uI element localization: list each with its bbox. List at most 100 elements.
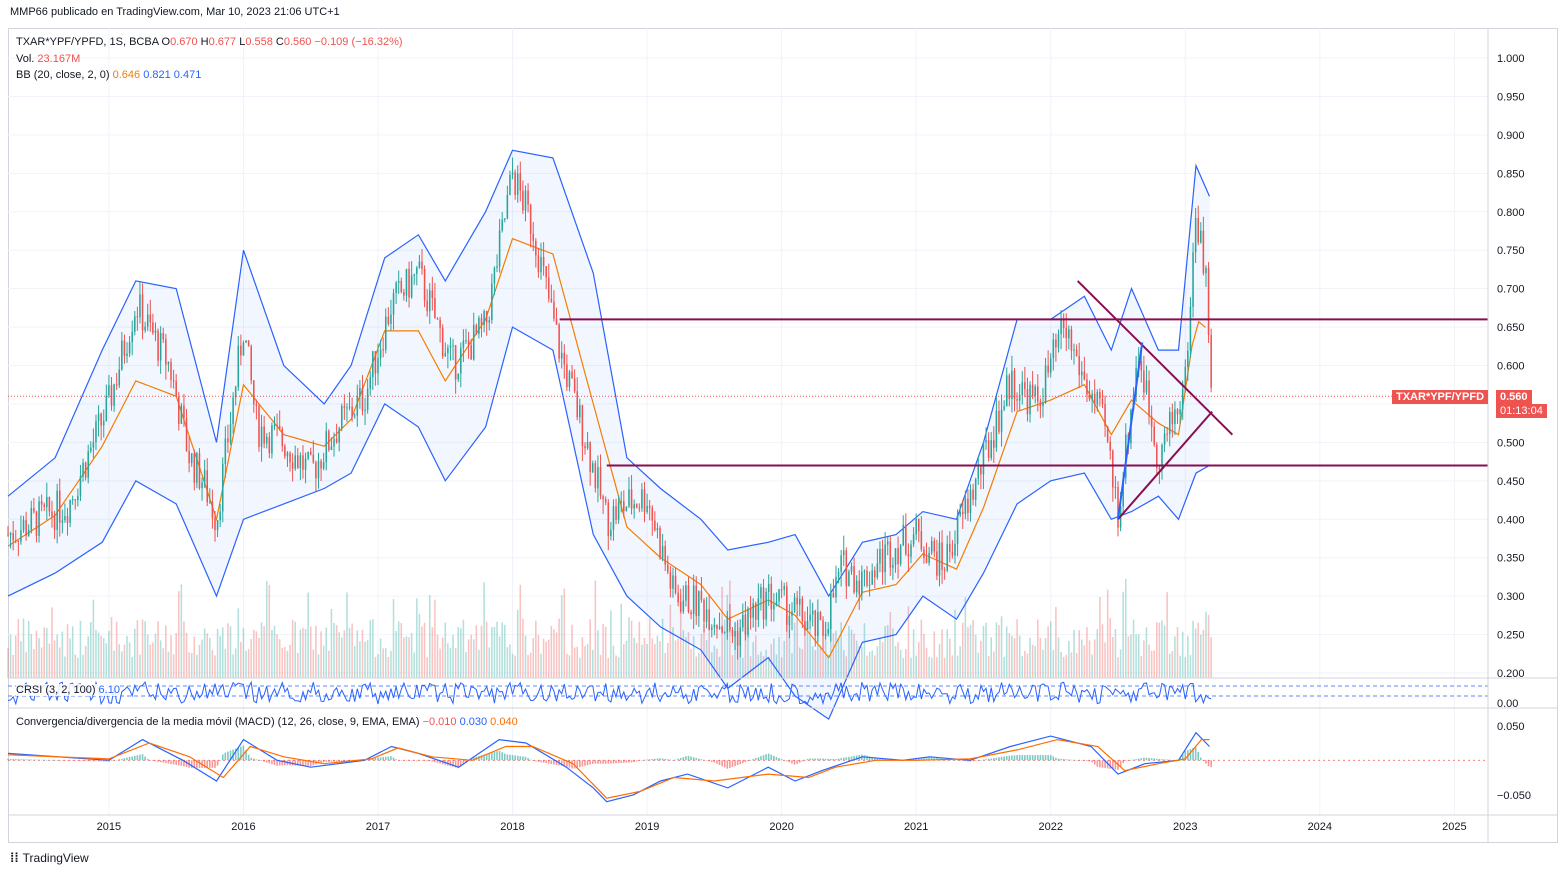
candle-body <box>452 345 454 347</box>
candle-body <box>165 339 167 365</box>
macd-histogram-bar <box>1194 747 1197 761</box>
candle-body <box>82 462 84 477</box>
candle-body <box>1176 409 1179 415</box>
candle-body <box>123 340 126 356</box>
candle-body <box>498 230 501 267</box>
macd-histogram-bar <box>974 760 977 761</box>
volume-bar <box>136 620 139 678</box>
macd-histogram-bar <box>462 760 465 765</box>
candle-body <box>941 542 943 570</box>
x-tick-label: 2019 <box>635 821 659 833</box>
volume-bar <box>170 635 172 678</box>
macd-histogram-bar <box>46 759 48 761</box>
volume-bar <box>1086 626 1088 678</box>
macd-histogram-bar <box>449 760 452 767</box>
candle-body <box>434 298 436 319</box>
volume-bar <box>692 636 695 678</box>
macd-histogram-bar <box>483 754 485 761</box>
candle-body <box>1075 349 1078 356</box>
macd-histogram-bar <box>710 760 713 762</box>
candle-body <box>558 324 560 359</box>
volume-bar <box>571 624 573 678</box>
macd-histogram-bar <box>936 757 938 761</box>
volume-bar <box>1124 578 1127 678</box>
candle-body <box>315 462 317 479</box>
volume-bar <box>488 647 491 678</box>
volume-bar <box>809 626 811 678</box>
candle-body <box>211 501 214 518</box>
macd-histogram-bar <box>382 756 384 761</box>
candle-body <box>198 453 201 489</box>
macd-histogram-bar <box>392 757 395 761</box>
macd-histogram-bar <box>69 760 71 761</box>
volume-bar <box>830 621 832 678</box>
macd-histogram-bar <box>796 760 798 764</box>
volume-bar <box>449 647 452 678</box>
candle-body <box>894 548 897 566</box>
macd-histogram-bar <box>736 760 739 766</box>
volume-bar <box>229 626 232 678</box>
volume-bar <box>53 640 56 678</box>
macd-histogram-bar <box>884 758 886 761</box>
candle-body <box>972 489 974 500</box>
candle-body <box>493 267 496 284</box>
candle-body <box>920 531 923 550</box>
candle-body <box>584 445 586 449</box>
volume-bar <box>149 644 152 678</box>
candle-body <box>866 570 868 586</box>
candle-body <box>842 550 845 556</box>
candle-body <box>253 380 255 405</box>
macd-histogram-bar <box>82 760 84 761</box>
macd-histogram-bar <box>1068 759 1070 761</box>
x-tick-label: 2022 <box>1038 821 1062 833</box>
macd-histogram-bar <box>1034 755 1037 761</box>
macd-histogram-bar <box>682 757 685 761</box>
volume-bar <box>123 644 126 678</box>
candle-body <box>157 330 159 361</box>
macd-histogram-bar <box>428 760 431 762</box>
macd-histogram-bar <box>66 760 69 761</box>
volume-bar <box>457 627 459 678</box>
volume-bar <box>268 584 271 678</box>
volume-bar <box>413 652 415 678</box>
candle-body <box>227 438 229 443</box>
candle-body <box>925 557 928 564</box>
macd-histogram-bar <box>1086 760 1088 762</box>
volume-bar <box>716 648 718 678</box>
volume-bar <box>480 625 483 678</box>
tradingview-logo[interactable]: ⁞⁞ TradingView <box>10 850 89 865</box>
candle-body <box>149 314 152 323</box>
macd-histogram-bar <box>703 759 705 761</box>
volume-bar <box>620 603 622 678</box>
volume-bar <box>920 619 923 678</box>
candle-body <box>765 591 767 620</box>
candle-body <box>278 425 281 429</box>
volume-bar <box>656 635 659 678</box>
volume-bar <box>884 626 886 678</box>
candle-body <box>1106 426 1109 442</box>
volume-bar <box>679 594 682 678</box>
volume-bar <box>224 648 227 678</box>
candle-body <box>998 410 1000 432</box>
volume-bar <box>501 622 503 678</box>
candle-body <box>27 529 30 536</box>
candle-body <box>320 460 322 469</box>
macd-histogram-bar <box>219 760 221 761</box>
macd-histogram-bar <box>716 760 718 764</box>
candle-body <box>247 340 250 347</box>
candle-body <box>897 548 899 564</box>
candle-body <box>980 466 982 475</box>
y-tick-label: 0.400 <box>1497 514 1525 526</box>
volume-bar <box>297 653 299 678</box>
candle-body <box>183 405 185 419</box>
macd-histogram-bar <box>982 759 985 761</box>
candle-body <box>573 378 576 392</box>
macd-histogram-bar <box>1135 759 1137 761</box>
macd-histogram-bar <box>144 756 146 761</box>
macd-histogram-bar <box>964 760 967 762</box>
candle-body <box>346 407 348 409</box>
candle-body <box>902 524 905 546</box>
candle-body <box>1197 217 1199 243</box>
volume-bar <box>1171 651 1174 678</box>
